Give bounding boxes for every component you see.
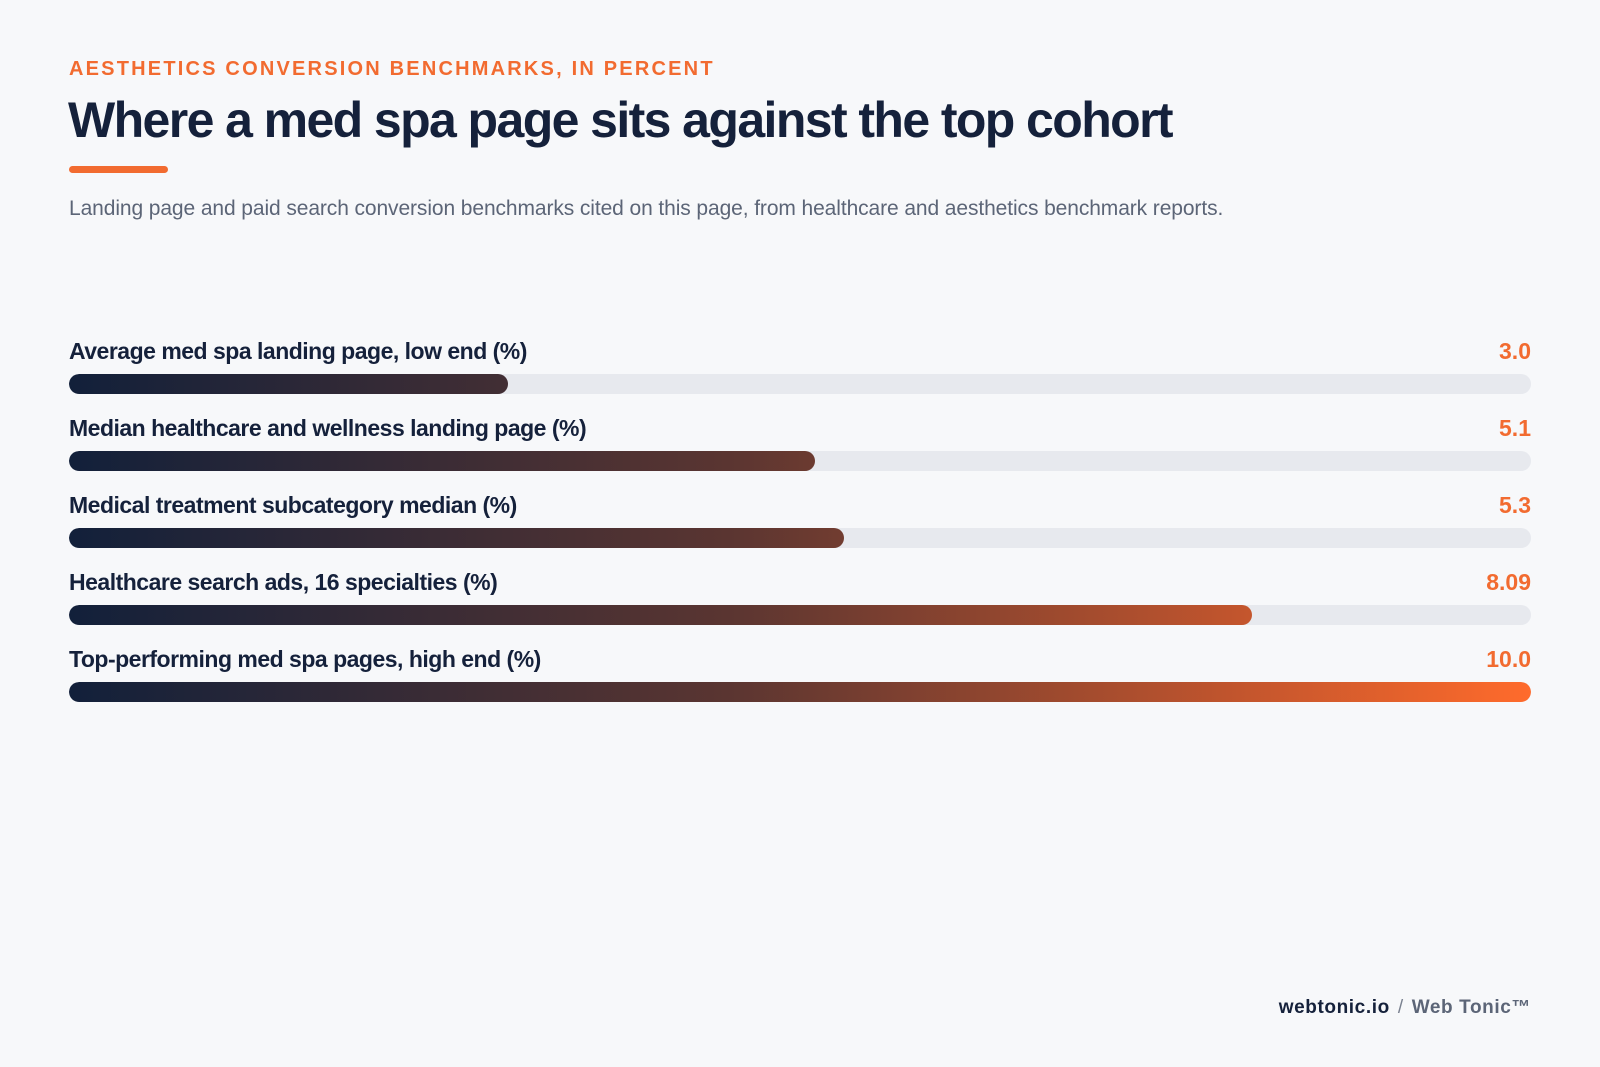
bar	[69, 605, 1252, 625]
bar-label: Medical treatment subcategory median (%)	[69, 492, 517, 518]
bar	[69, 374, 508, 394]
chart-title: Where a med spa page sits against the to…	[68, 92, 1174, 148]
bar-label: Healthcare search ads, 16 specialties (%…	[69, 569, 498, 595]
bar	[69, 451, 815, 471]
bar-label: Median healthcare and wellness landing p…	[69, 415, 587, 441]
title-underline	[69, 166, 168, 173]
bar-track	[69, 528, 1531, 548]
footer-separator: /	[1397, 997, 1404, 1018]
footer-domain: webtonic.io	[1278, 997, 1390, 1018]
chart-subtitle: Landing page and paid search conversion …	[69, 197, 1224, 220]
chart-eyebrow: AESTHETICS CONVERSION BENCHMARKS, IN PER…	[69, 58, 715, 80]
bar-value-label: 3.0	[1499, 338, 1531, 364]
footer-brand: Web Tonic™	[1411, 997, 1531, 1018]
footer-credit: webtonic.io / Web Tonic™	[1279, 997, 1531, 1019]
bar-row: Medical treatment subcategory median (%)…	[69, 490, 1531, 567]
bar-track	[69, 451, 1531, 471]
bar	[69, 682, 1531, 702]
bar-row: Healthcare search ads, 16 specialties (%…	[69, 567, 1531, 644]
bar-track	[69, 605, 1531, 625]
bar-row: Average med spa landing page, low end (%…	[69, 336, 1531, 413]
bar-track	[69, 374, 1531, 394]
bar-row: Top-performing med spa pages, high end (…	[69, 644, 1531, 721]
bar-value-label: 8.09	[1486, 569, 1531, 595]
bar-value-label: 10.0	[1486, 646, 1531, 672]
bar-label: Average med spa landing page, low end (%…	[69, 338, 527, 364]
bar-chart: Average med spa landing page, low end (%…	[69, 336, 1531, 721]
bar	[69, 528, 844, 548]
bar-row: Median healthcare and wellness landing p…	[69, 413, 1531, 490]
bar-track	[69, 682, 1531, 702]
bar-value-label: 5.3	[1499, 492, 1531, 518]
bar-value-label: 5.1	[1499, 415, 1531, 441]
bar-label: Top-performing med spa pages, high end (…	[69, 646, 541, 672]
